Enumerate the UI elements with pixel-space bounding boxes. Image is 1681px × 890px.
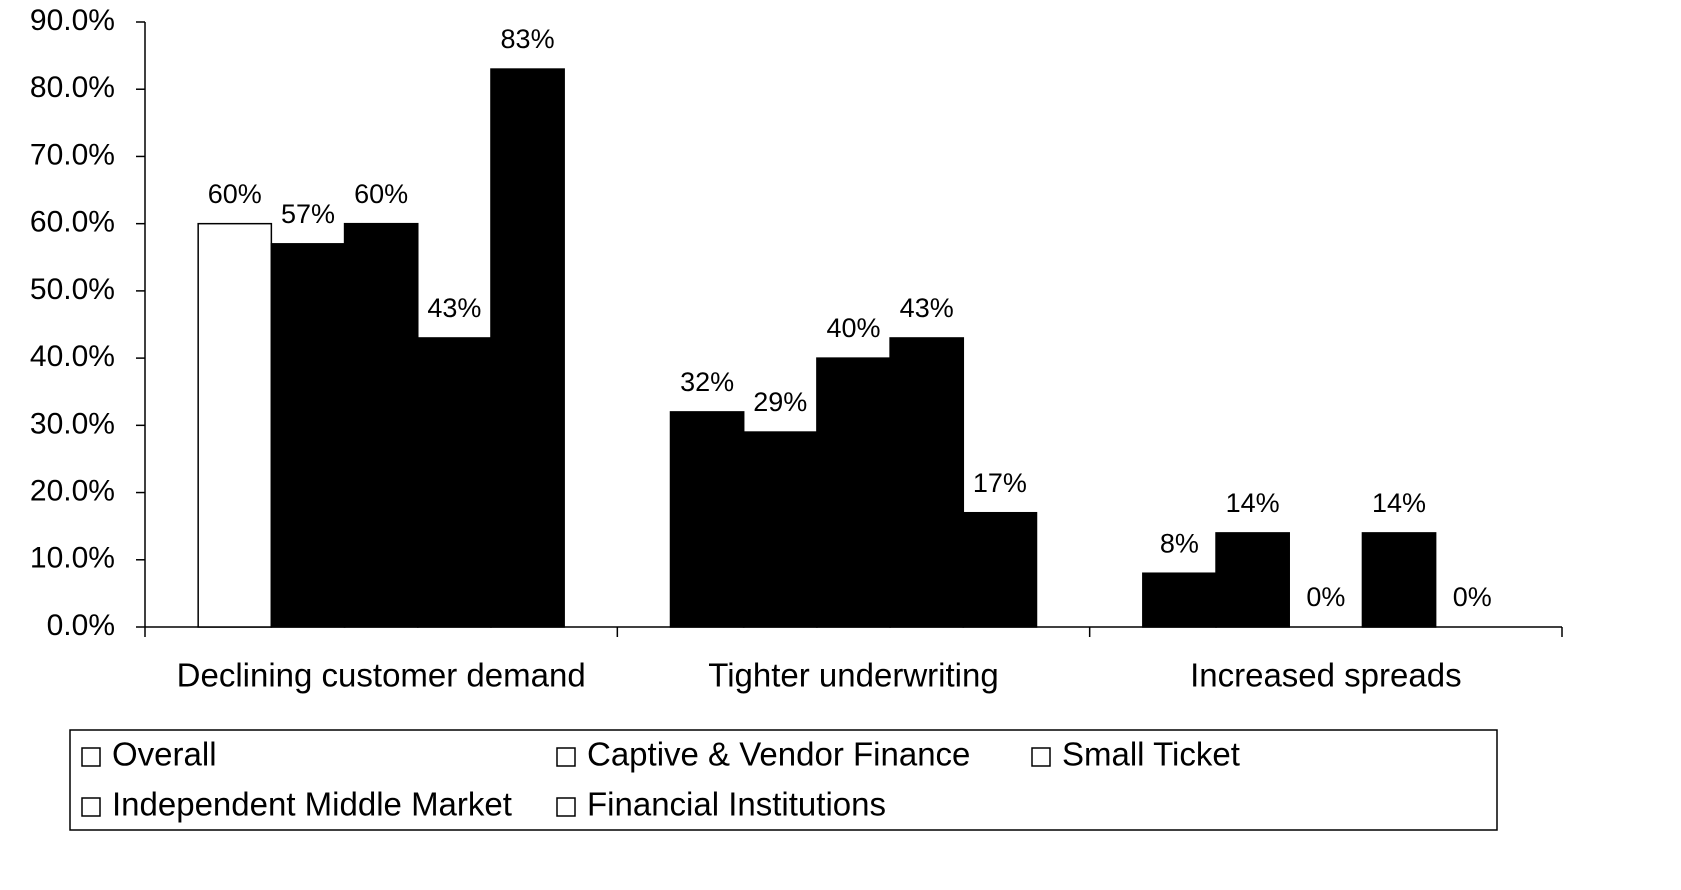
y-tick-label: 0.0% xyxy=(47,609,115,642)
bar xyxy=(1361,532,1437,628)
value-label: 40% xyxy=(826,313,880,343)
value-label: 17% xyxy=(973,468,1027,498)
value-label: 14% xyxy=(1226,488,1280,518)
legend-swatch xyxy=(81,797,101,817)
legend-box xyxy=(69,729,1498,831)
value-label: 43% xyxy=(900,293,954,323)
bar xyxy=(889,337,965,628)
legend-swatch xyxy=(556,747,576,767)
bar xyxy=(669,411,745,628)
x-tick-label: Tighter underwriting xyxy=(708,657,998,694)
bar xyxy=(1215,532,1290,628)
bar xyxy=(270,243,346,628)
bar xyxy=(197,222,273,628)
legend-label: Financial Institutions xyxy=(587,786,886,823)
bar xyxy=(417,337,492,628)
bar xyxy=(1142,572,1217,628)
y-tick-label: 10.0% xyxy=(30,542,115,575)
value-label: 32% xyxy=(680,367,734,397)
value-label: 60% xyxy=(208,179,262,209)
y-tick-label: 90.0% xyxy=(30,4,115,37)
bar xyxy=(490,68,565,628)
value-label: 29% xyxy=(753,387,807,417)
bar xyxy=(962,511,1038,628)
value-label: 8% xyxy=(1160,528,1199,558)
legend-label: Captive & Vendor Finance xyxy=(587,736,970,773)
y-tick-label: 70.0% xyxy=(30,138,115,171)
y-tick-label: 20.0% xyxy=(30,474,115,507)
y-tick-label: 80.0% xyxy=(30,71,115,104)
y-tick-label: 40.0% xyxy=(30,340,115,373)
legend-swatch xyxy=(81,747,101,767)
legend-label: Independent Middle Market xyxy=(112,786,512,823)
y-tick-label: 60.0% xyxy=(30,206,115,239)
value-label: 57% xyxy=(281,199,335,229)
value-label: 60% xyxy=(354,179,408,209)
legend-swatch xyxy=(1031,747,1051,767)
bar xyxy=(343,222,419,628)
legend-label: Small Ticket xyxy=(1062,736,1240,773)
value-label: 83% xyxy=(501,24,555,54)
y-tick-label: 50.0% xyxy=(30,273,115,306)
bar xyxy=(742,431,818,628)
x-tick-label: Declining customer demand xyxy=(177,657,586,694)
legend-label: Overall xyxy=(112,736,217,773)
value-label: 0% xyxy=(1453,582,1492,612)
y-tick-label: 30.0% xyxy=(30,407,115,440)
x-tick-label: Increased spreads xyxy=(1190,657,1462,694)
legend-swatch xyxy=(556,797,576,817)
bar xyxy=(816,357,891,628)
value-label: 43% xyxy=(427,293,481,323)
value-label: 0% xyxy=(1306,582,1345,612)
value-label: 14% xyxy=(1372,488,1426,518)
